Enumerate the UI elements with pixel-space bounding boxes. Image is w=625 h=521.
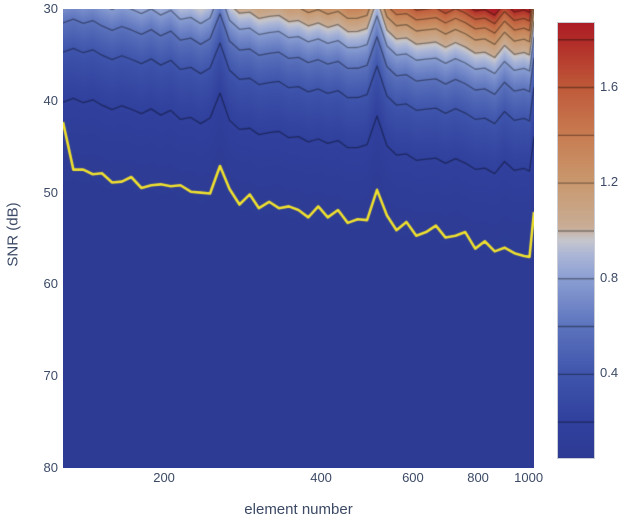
y-tick-label: 70 (43, 368, 58, 384)
x-tick-label: 600 (402, 470, 424, 485)
x-tick-label: 1000 (514, 470, 544, 485)
y-tick-label: 60 (43, 276, 58, 292)
colorbar-tick-label: 1.6 (600, 78, 619, 94)
colorbar-tick-label: 1.2 (600, 174, 619, 190)
y-tick-label: 30 (43, 1, 58, 16)
x-tick-label: 200 (153, 470, 175, 485)
y-tick-label: 80 (43, 460, 58, 475)
y-axis-title: SNR (dB) (4, 202, 22, 267)
y-tick-label: 40 (43, 92, 58, 108)
x-tick-label: 800 (467, 470, 489, 485)
y-tick-label: 50 (43, 184, 58, 200)
x-tick-label: 400 (310, 470, 332, 485)
contour-plot-area (63, 9, 534, 468)
colorbar-tick-label: 0.4 (600, 365, 619, 381)
x-axis-title: element number (244, 501, 353, 518)
colorbar (557, 22, 595, 459)
colorbar-tick-label: 0.8 (600, 269, 619, 285)
